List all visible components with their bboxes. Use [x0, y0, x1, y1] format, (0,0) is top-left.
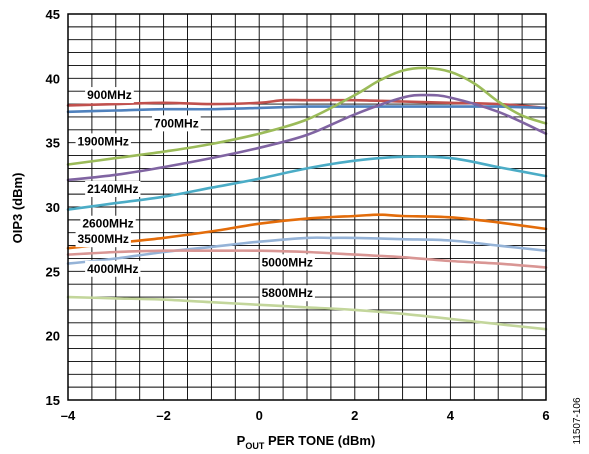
series-label-box: [85, 260, 141, 277]
series-label-text: 2140MHz: [87, 182, 138, 196]
x-axis-title: POUT PER TONE (dBm): [237, 433, 376, 451]
x-tick-label: 4: [447, 408, 455, 423]
x-tick-label: 6: [542, 408, 549, 423]
y-tick-label: 15: [46, 393, 60, 408]
series-label-box: [75, 231, 131, 248]
y-tick-label: 35: [46, 136, 60, 151]
series-label-text: 5000MHz: [262, 255, 313, 269]
y-axis-title: OIP3 (dBm): [10, 173, 25, 244]
series-line-1900mhz: [66, 66, 548, 166]
series-line-2140mhz: [66, 155, 548, 211]
figure-id: 11507-106: [572, 397, 583, 445]
series-label-3500mhz: 3500MHz: [75, 231, 131, 248]
x-tick-label: –2: [156, 408, 170, 423]
x-tick-label: 2: [351, 408, 358, 423]
y-tick-label: 45: [46, 7, 60, 22]
series-line-1900mhz-purple-: [66, 93, 548, 182]
x-axis-title-sub: OUT: [245, 441, 265, 451]
x-axis-title-rest: PER TONE (dBm): [264, 433, 375, 448]
x-tick-label: –4: [61, 408, 76, 423]
series-label-box: [259, 254, 315, 271]
plot-frame: [67, 13, 547, 401]
series-label-box: [75, 133, 131, 150]
series-label-text: 2600MHz: [82, 217, 133, 231]
x-tick-label: 0: [256, 408, 263, 423]
series-label-text: 700MHz: [154, 116, 199, 130]
series-labels: 900MHz 700MHz 1900MHz 2140MHz 2600MHz3500MHz…: [75, 87, 315, 302]
series-label-text: 4000MHz: [87, 262, 138, 276]
y-tick-labels: 15 20 25 30 35 40 45: [46, 7, 60, 408]
x-axis-title-main: P: [237, 433, 246, 448]
series-label-text: 3500MHz: [78, 232, 129, 246]
series-line-900mhz: [66, 98, 548, 110]
series-label-4000mhz: 4000MHz: [85, 260, 141, 277]
series-label-box: [259, 285, 315, 302]
series-lines: [66, 66, 548, 331]
series-label-700mhz: 700MHz: [152, 115, 201, 132]
series-label-2140mhz: 2140MHz: [85, 180, 141, 197]
series-label-box: [85, 180, 141, 197]
series-label-900mhz: 900MHz: [85, 87, 134, 104]
y-tick-label: 30: [46, 200, 60, 215]
grid: [68, 14, 546, 400]
series-label-1900mhz: 1900MHz: [75, 133, 131, 150]
series-line-700mhz: [66, 105, 548, 114]
series-label-2600mhz: 2600MHz: [80, 215, 136, 232]
series-label-5800mhz: 5800MHz: [259, 285, 315, 302]
series-label-5000mhz: 5000MHz: [259, 254, 315, 271]
y-tick-label: 40: [46, 71, 60, 86]
series-line-4000mhz: [66, 249, 548, 269]
series-line-2600mhz: [66, 213, 548, 250]
series-label-text: 5800MHz: [262, 286, 313, 300]
series-label-text: 900MHz: [87, 88, 132, 102]
series-line-5800mhz: [66, 295, 548, 331]
series-line-3500mhz: [66, 236, 548, 265]
y-tick-label: 20: [46, 329, 60, 344]
y-tick-label: 25: [46, 264, 60, 279]
x-tick-labels: –4 –2 0 2 4 6: [61, 408, 550, 423]
series-label-box: [80, 215, 136, 232]
series-label-box: [152, 115, 201, 132]
series-label-box: [85, 87, 134, 104]
series-label-text: 1900MHz: [78, 134, 129, 148]
